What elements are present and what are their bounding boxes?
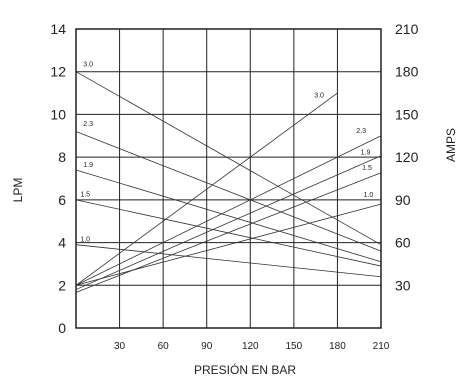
x-tick-60: 60 (158, 341, 170, 352)
current-line-1_9 (75, 155, 382, 290)
flow-label-1_5: 1.5 (80, 192, 90, 199)
current-line-3_0 (75, 92, 338, 286)
flow-label-3_0: 3.0 (83, 61, 93, 68)
plot-frame (75, 28, 382, 329)
y-axis-right-title: AMPS (444, 128, 458, 162)
y-axis-left-title: LPM (11, 178, 25, 203)
current-line-1_0 (75, 203, 382, 286)
current-label-1_9: 1.9 (361, 149, 371, 156)
flow-line-1_9 (75, 169, 382, 263)
y-left-tick-12: 12 (50, 64, 66, 80)
current-line-2_3 (75, 135, 382, 286)
flow-line-2_3 (75, 131, 382, 252)
current-label-3_0: 3.0 (314, 92, 324, 99)
y-left-tick-14: 14 (50, 21, 66, 37)
x-tick-180: 180 (329, 341, 346, 352)
y-left-tick-8: 8 (58, 149, 66, 165)
x-axis-title: PRESIÓN EN BAR (194, 362, 296, 377)
current-label-1_0: 1.0 (364, 192, 374, 199)
x-tick-120: 120 (242, 341, 259, 352)
flow-line-3_0 (75, 71, 382, 246)
y-left-tick-10: 10 (50, 106, 66, 122)
y-right-tick-30: 30 (395, 277, 411, 293)
y-right-tick-120: 120 (395, 149, 419, 165)
flow-label-1_9: 1.9 (83, 162, 93, 169)
y-right-tick-60: 60 (395, 235, 411, 251)
current-label-1_5: 1.5 (362, 165, 372, 172)
current-label-2_3: 2.3 (356, 128, 366, 135)
x-tick-30: 30 (114, 341, 126, 352)
current-line-1_5 (75, 172, 382, 293)
tick-labels: 0 2 4 6 8 10 12 14 30 60 90 120 150 180 210 30 60 90 120 15… (50, 21, 418, 352)
x-tick-90: 90 (201, 341, 213, 352)
y-right-tick-210: 210 (395, 21, 419, 37)
y-right-tick-90: 90 (395, 192, 411, 208)
series-lines (75, 71, 382, 293)
x-tick-150: 150 (286, 341, 303, 352)
x-tick-210: 210 (373, 341, 390, 352)
flow-label-2_3: 2.3 (83, 121, 93, 128)
y-left-tick-2: 2 (58, 277, 66, 293)
grid (75, 28, 382, 329)
y-left-tick-6: 6 (58, 192, 66, 208)
y-right-tick-150: 150 (395, 106, 419, 122)
y-left-tick-0: 0 (58, 320, 66, 336)
series-labels: 3.0 2.3 1.9 1.5 1.0 3.0 2.3 1.9 1.5 1.0 (80, 61, 373, 243)
flow-label-1_0: 1.0 (80, 237, 90, 244)
flow-line-1_0 (75, 244, 382, 278)
y-right-tick-180: 180 (395, 64, 419, 80)
y-left-tick-4: 4 (58, 235, 66, 251)
